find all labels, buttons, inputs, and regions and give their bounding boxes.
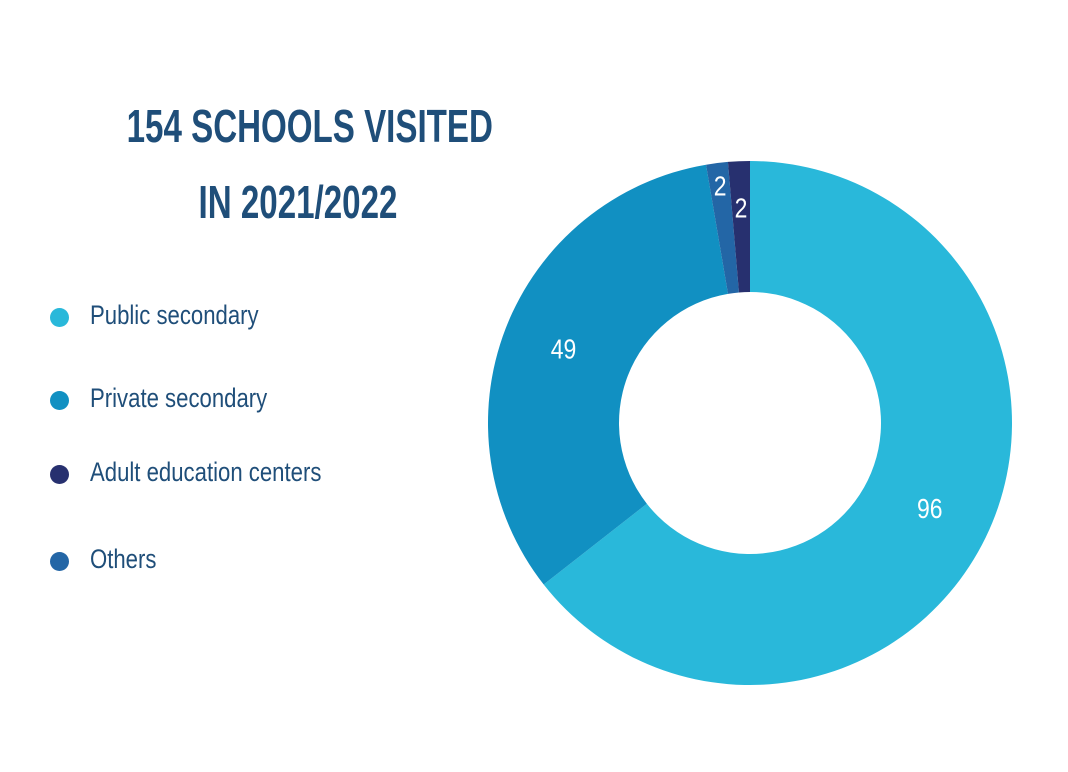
legend-swatch-private-secondary [50, 391, 69, 410]
legend-swatch-adult-education-centers [50, 465, 69, 484]
donut-slice-others [706, 161, 739, 294]
legend-item-private-secondary: Private secondary [48, 379, 408, 419]
legend-label-public-secondary: Public secondary [90, 300, 259, 330]
donut-slice-public-secondary [543, 161, 1012, 685]
data-label-private-secondary: 49 [551, 334, 577, 365]
donut-slice-private-secondary [488, 164, 729, 585]
chart-title: 154 SCHOOLS VISITED IN 2021/2022 [126, 88, 493, 240]
data-label-adult-education-centers: 2 [735, 194, 748, 225]
data-label-public-secondary: 96 [917, 494, 943, 525]
data-label-others: 2 [714, 171, 727, 202]
legend-item-others: Others [48, 540, 408, 580]
legend-label-private-secondary: Private secondary [90, 383, 268, 413]
legend-item-adult-education-centers: Adult education centers [48, 453, 408, 493]
chart-title-line-1: 154 SCHOOLS VISITED [126, 100, 493, 152]
chart-title-line-2: IN 2021/2022 [198, 176, 398, 228]
legend-label-adult-education-centers: Adult education centers [90, 457, 322, 487]
legend-label-others: Others [90, 544, 157, 574]
legend-item-public-secondary: Public secondary [48, 296, 408, 336]
donut-slice-adult-education-centers [727, 161, 750, 293]
legend-swatch-public-secondary [50, 308, 69, 327]
legend-swatch-others [50, 552, 69, 571]
